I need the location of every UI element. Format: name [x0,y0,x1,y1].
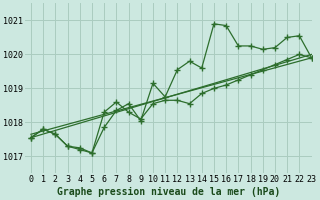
X-axis label: Graphe pression niveau de la mer (hPa): Graphe pression niveau de la mer (hPa) [57,186,280,197]
